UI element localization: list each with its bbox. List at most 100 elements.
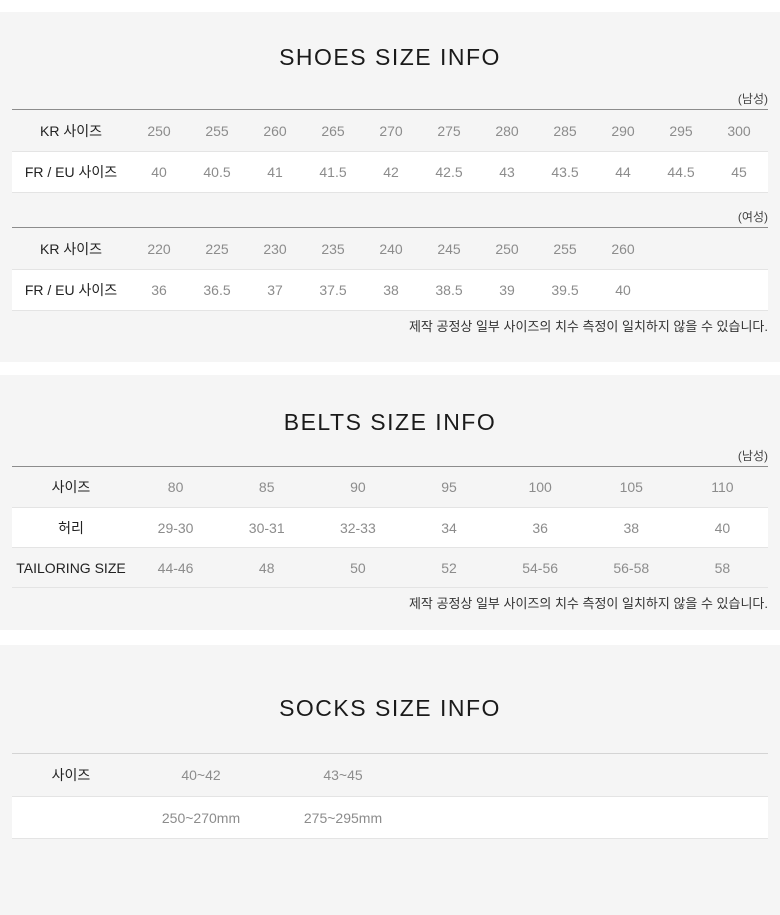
section-title: SOCKS SIZE INFO [279, 695, 501, 721]
size-value: 255 [205, 122, 229, 139]
size-value: 245 [437, 240, 461, 257]
table-row: 사이즈 40~42 43~45 [12, 754, 768, 796]
size-table-block: (여성) KR 사이즈 220 225 230 235 240 245 250 255 260 FR … [12, 210, 768, 311]
size-value: 44-46 [157, 559, 194, 576]
size-value: 38 [623, 519, 640, 536]
size-value: 44 [615, 164, 631, 180]
size-value: 39.5 [551, 282, 579, 298]
size-value: 95 [441, 479, 457, 495]
size-table: KR 사이즈 220 225 230 235 240 245 250 255 260 FR / EU… [12, 227, 768, 311]
size-value: 105 [619, 479, 643, 495]
size-value: 260 [263, 122, 287, 139]
size-value: 29-30 [157, 519, 194, 536]
size-table-block: (남성) KR 사이즈 250 255 260 265 270 275 280 285 290 295… [12, 92, 768, 193]
size-value: 300 [727, 122, 751, 139]
section-title: SHOES SIZE INFO [279, 44, 501, 70]
size-value: 43.5 [551, 164, 579, 180]
size-value: 34 [441, 519, 457, 536]
size-value: 40 [615, 282, 631, 298]
size-note: 제작 공정상 일부 사이즈의 치수 측정이 일치하지 않을 수 있습니다. [408, 319, 768, 334]
size-value: 43~45 [323, 767, 363, 783]
size-value: 36.5 [203, 282, 231, 298]
size-value: 285 [553, 122, 577, 139]
row-label: TAILORING SIZE [16, 559, 126, 576]
table-row: KR 사이즈 220 225 230 235 240 245 250 255 260 [12, 228, 768, 269]
size-value: 250~270mm [161, 809, 241, 826]
gender-label: (남성) [737, 92, 768, 106]
size-table-block: 사이즈 40~42 43~45 250~270mm 275~295mm [12, 753, 768, 839]
belts-tables: (남성) 사이즈 80 85 90 95 100 105 110 허리 29-30 30-31 32-3… [12, 449, 768, 588]
size-value: 50 [350, 559, 366, 576]
size-value: 260 [611, 240, 635, 257]
size-value: 41 [267, 164, 283, 180]
size-value: 80 [167, 479, 184, 495]
size-info-page: SHOES SIZE INFO (남성) KR 사이즈 250 255 260 265 27… [0, 12, 780, 915]
size-value: 54-56 [522, 559, 559, 576]
size-value: 90 [350, 479, 366, 495]
size-value: 32-33 [339, 519, 376, 536]
size-value: 100 [528, 479, 552, 495]
size-value: 58 [714, 559, 731, 576]
size-table: 사이즈 40~42 43~45 250~270mm 275~295mm [12, 753, 768, 839]
size-value: 40 [714, 519, 731, 536]
size-value: 38 [383, 282, 399, 298]
size-value: 225 [205, 240, 229, 257]
size-value: 52 [441, 559, 457, 576]
size-value: 37.5 [319, 282, 347, 298]
size-value: 255 [553, 240, 577, 257]
size-value: 36 [151, 282, 167, 298]
size-value: 42 [383, 164, 399, 180]
size-table: KR 사이즈 250 255 260 265 270 275 280 285 290 295 300 F… [12, 109, 768, 193]
size-value: 250 [147, 122, 171, 139]
size-value: 230 [263, 240, 287, 257]
section-belts: BELTS SIZE INFO (남성) 사이즈 80 85 90 95 100 105 110… [0, 375, 780, 630]
size-value: 290 [611, 122, 635, 139]
row-label: 허리 [58, 519, 84, 536]
table-row: 허리 29-30 30-31 32-33 34 36 38 40 [12, 507, 768, 547]
size-value: 275 [437, 122, 461, 139]
row-label: 사이즈 [51, 767, 91, 783]
size-value: 42.5 [435, 164, 463, 180]
size-value: 36 [532, 519, 548, 536]
size-value: 40~42 [181, 767, 221, 783]
size-value: 280 [495, 122, 519, 139]
size-value: 295 [669, 122, 693, 139]
row-label: FR / EU 사이즈 [24, 164, 118, 180]
size-value: 48 [258, 559, 275, 576]
size-table: 사이즈 80 85 90 95 100 105 110 허리 29-30 30-31 32-33 34 3… [12, 466, 768, 588]
row-label: KR 사이즈 [40, 240, 102, 257]
shoes-tables: (남성) KR 사이즈 250 255 260 265 270 275 280 285 290 295… [12, 92, 768, 311]
size-value: 40.5 [203, 164, 231, 180]
size-value: 250 [495, 240, 519, 257]
size-value: 235 [321, 240, 345, 257]
size-value: 220 [147, 240, 171, 257]
size-value: 41.5 [319, 164, 347, 180]
gender-label: (여성) [737, 210, 768, 224]
size-value: 270 [379, 122, 403, 139]
size-table-block: (남성) 사이즈 80 85 90 95 100 105 110 허리 29-30 30-31 32-3… [12, 449, 768, 588]
size-value: 44.5 [667, 164, 695, 180]
table-row: KR 사이즈 250 255 260 265 270 275 280 285 290 295 300 [12, 110, 768, 151]
size-value: 43 [499, 164, 515, 180]
size-note: 제작 공정상 일부 사이즈의 치수 측정이 일치하지 않을 수 있습니다. [408, 596, 768, 611]
size-value: 45 [731, 164, 747, 180]
table-row: TAILORING SIZE 44-46 48 50 52 54-56 56-58 58 [12, 547, 768, 587]
size-value: 265 [321, 122, 345, 139]
section-socks: SOCKS SIZE INFO 사이즈 40~42 43~45 250~270mm 27… [0, 645, 780, 915]
row-label: KR 사이즈 [40, 122, 102, 139]
section-shoes: SHOES SIZE INFO (남성) KR 사이즈 250 255 260 265 27… [0, 12, 780, 362]
row-label: 사이즈 [51, 479, 91, 495]
size-value: 56-58 [613, 559, 650, 576]
size-value: 37 [267, 282, 283, 298]
table-row: 250~270mm 275~295mm [12, 796, 768, 838]
size-value: 40 [151, 164, 167, 180]
size-value: 39 [499, 282, 515, 298]
socks-tables: 사이즈 40~42 43~45 250~270mm 275~295mm [12, 753, 768, 839]
size-value: 110 [711, 479, 734, 495]
section-title: BELTS SIZE INFO [283, 409, 497, 435]
row-label: FR / EU 사이즈 [24, 282, 118, 298]
table-row: FR / EU 사이즈 40 40.5 41 41.5 42 42.5 43 43.5 44 44.… [12, 151, 768, 192]
table-row: 사이즈 80 85 90 95 100 105 110 [12, 467, 768, 507]
size-value: 275~295mm [303, 809, 383, 826]
size-value: 240 [379, 240, 403, 257]
